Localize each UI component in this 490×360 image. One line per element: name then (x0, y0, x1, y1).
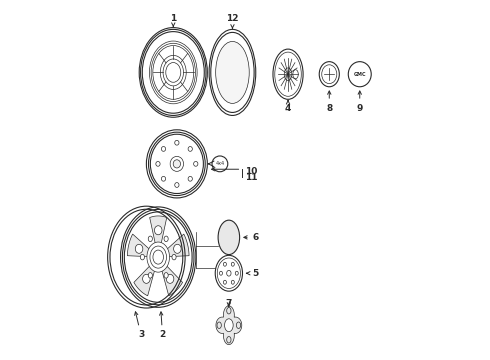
Text: 10: 10 (245, 167, 257, 176)
Ellipse shape (143, 274, 150, 283)
Ellipse shape (164, 236, 168, 242)
Ellipse shape (217, 322, 221, 328)
Ellipse shape (236, 322, 241, 328)
Text: 5: 5 (246, 269, 259, 278)
Text: GMC: GMC (353, 72, 366, 77)
Ellipse shape (173, 244, 181, 253)
Text: 7: 7 (226, 299, 232, 308)
Text: 3: 3 (135, 312, 144, 339)
Text: 1: 1 (170, 14, 176, 26)
Ellipse shape (227, 337, 231, 343)
Polygon shape (149, 216, 167, 245)
Ellipse shape (148, 236, 152, 242)
Ellipse shape (224, 319, 233, 332)
Ellipse shape (164, 273, 168, 278)
Ellipse shape (166, 274, 174, 283)
Ellipse shape (147, 242, 170, 272)
Ellipse shape (140, 255, 145, 260)
Ellipse shape (227, 307, 231, 314)
Polygon shape (216, 306, 242, 345)
Polygon shape (134, 265, 155, 296)
Ellipse shape (218, 220, 240, 255)
Ellipse shape (172, 255, 176, 260)
Text: 4x4: 4x4 (215, 161, 224, 166)
Polygon shape (161, 265, 183, 296)
Ellipse shape (148, 273, 152, 278)
Text: 2: 2 (159, 312, 166, 339)
Ellipse shape (173, 160, 180, 168)
Polygon shape (127, 234, 150, 257)
Text: 11: 11 (245, 173, 258, 182)
Text: 8: 8 (326, 91, 332, 113)
Ellipse shape (150, 246, 167, 268)
Polygon shape (166, 234, 189, 257)
Text: 4: 4 (285, 100, 291, 113)
Text: 9: 9 (357, 91, 363, 113)
Ellipse shape (153, 250, 164, 264)
Ellipse shape (154, 226, 162, 235)
Ellipse shape (135, 244, 143, 253)
Text: 6: 6 (244, 233, 259, 242)
Text: 12: 12 (226, 14, 239, 29)
Ellipse shape (216, 41, 249, 103)
